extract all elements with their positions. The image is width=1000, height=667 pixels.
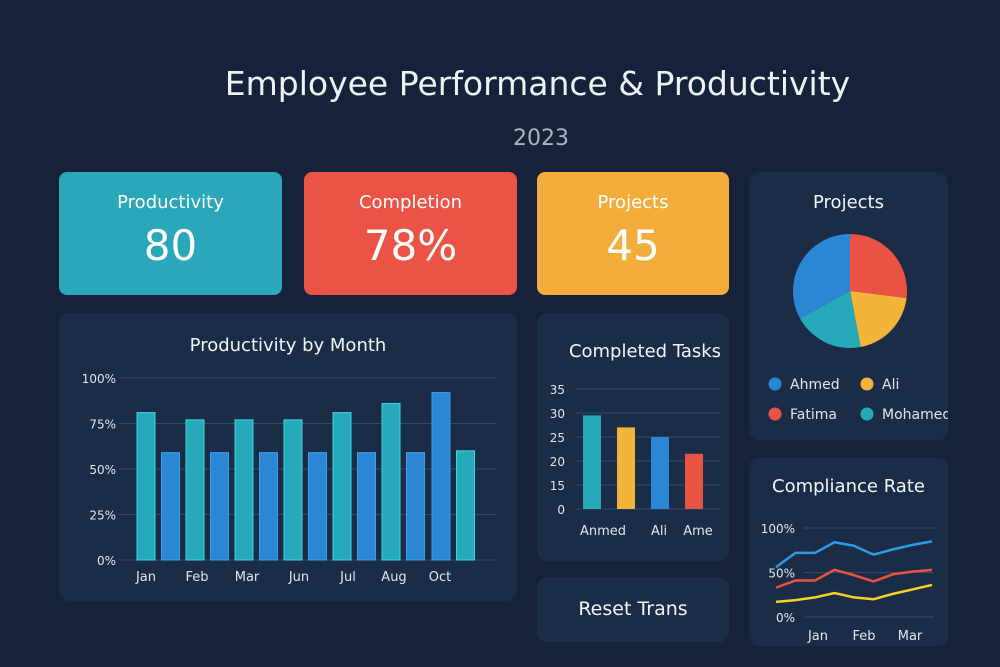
projects-pie: Ahmed Ali Fatima Mohamed [768, 234, 948, 423]
bar [381, 402, 401, 561]
bar [161, 452, 180, 561]
y-tick-label: 30 [550, 407, 565, 421]
x-tick-label: Oct [429, 570, 451, 585]
bar [259, 452, 278, 561]
legend-swatch [768, 377, 782, 391]
tasks-chart: 35 30 25 20 15 0 Anmed Ali Ame [550, 383, 720, 539]
y-tick-label: 15 [550, 479, 565, 493]
bar [283, 419, 303, 561]
bar [136, 412, 156, 561]
y-tick-label: 25 [550, 431, 565, 445]
productivity-chart: 100% 75% 50% 25% 0% Jan Feb Mar Jun Jul Aug Oct [82, 372, 496, 585]
y-tick-label: 100% [82, 372, 116, 386]
bar [234, 419, 254, 561]
x-tick-label: Jul [339, 570, 356, 585]
y-tick-label: 100% [761, 522, 795, 536]
kpi-value: 78% [363, 221, 458, 270]
legend-swatch [768, 407, 782, 421]
kpi-productivity: Productivity 80 [59, 172, 282, 295]
bar [456, 450, 475, 561]
reset-label: Reset Trans [578, 598, 688, 620]
x-tick-label: Jan [807, 629, 828, 644]
kpi-value: 80 [143, 221, 198, 270]
bar [308, 452, 327, 561]
x-tick-label: Mar [898, 629, 923, 644]
x-tick-label: Ame [683, 524, 713, 539]
bar [185, 419, 205, 561]
legend-label: Ahmed [790, 377, 840, 393]
x-tick-label: Anmed [580, 524, 626, 539]
y-tick-label: 75% [89, 418, 116, 432]
y-tick-label: 35 [550, 383, 565, 397]
compliance-chart: 100% 50% 0% Jan Feb Mar [761, 522, 934, 644]
bar [617, 427, 635, 509]
y-tick-label: 0% [776, 611, 795, 625]
completed-tasks-panel: Completed Tasks 35 30 25 20 15 0 Anmed Ali Ame [537, 313, 729, 561]
y-tick-label: 50% [768, 567, 795, 581]
bar [583, 415, 601, 509]
x-tick-label: Ali [651, 524, 667, 539]
y-tick-label: 25% [89, 509, 116, 523]
x-tick-label: Feb [185, 570, 208, 585]
bar [431, 392, 451, 561]
reset-trans-button[interactable]: Reset Trans [537, 577, 729, 642]
y-tick-label: 0 [557, 503, 565, 517]
x-tick-label: Mar [235, 570, 260, 585]
kpi-completion: Completion 78% [304, 172, 517, 295]
page-title: Employee Performance & Productivity [224, 64, 851, 103]
kpi-value: 45 [606, 221, 660, 270]
legend-swatch [860, 377, 874, 391]
bar [210, 452, 229, 561]
x-tick-label: Aug [381, 570, 406, 585]
year-label: 2023 [513, 126, 569, 151]
bar [332, 412, 352, 561]
productivity-by-month-panel: Productivity by Month 100% 75% 50% 25% 0% Jan… [59, 313, 517, 601]
series-line [775, 540, 933, 569]
bar [406, 452, 425, 561]
kpi-label: Productivity [117, 192, 224, 213]
series-line [775, 583, 933, 604]
y-tick-label: 50% [89, 463, 116, 477]
chart-title: Projects [813, 192, 884, 213]
bar [357, 452, 376, 561]
pie-slice [850, 291, 907, 347]
pie-slice [850, 234, 907, 299]
x-tick-label: Feb [852, 629, 875, 644]
kpi-label: Projects [597, 192, 669, 213]
kpi-label: Completion [358, 192, 463, 213]
kpi-projects: Projects 45 [537, 172, 729, 295]
pie-slice [793, 234, 850, 319]
pie-slice [800, 291, 861, 348]
chart-title: Compliance Rate [772, 476, 925, 497]
chart-title: Completed Tasks [568, 341, 722, 362]
series-line [775, 568, 933, 589]
legend-label: Fatima [790, 407, 837, 423]
legend-label: Ali [882, 377, 899, 393]
projects-panel: Projects Ahmed Ali Fatima Mohamed [749, 172, 948, 440]
x-tick-label: Jan [135, 570, 156, 585]
x-tick-label: Jun [288, 570, 309, 585]
bar [685, 453, 703, 509]
bar [651, 437, 669, 509]
chart-title: Productivity by Month [189, 335, 387, 356]
y-tick-label: 20 [550, 455, 565, 469]
y-tick-label: 0% [97, 554, 116, 568]
compliance-panel: Compliance Rate 100% 50% 0% Jan Feb Mar [749, 458, 948, 646]
legend-swatch [860, 407, 874, 421]
legend-label: Mohamed [882, 407, 948, 423]
